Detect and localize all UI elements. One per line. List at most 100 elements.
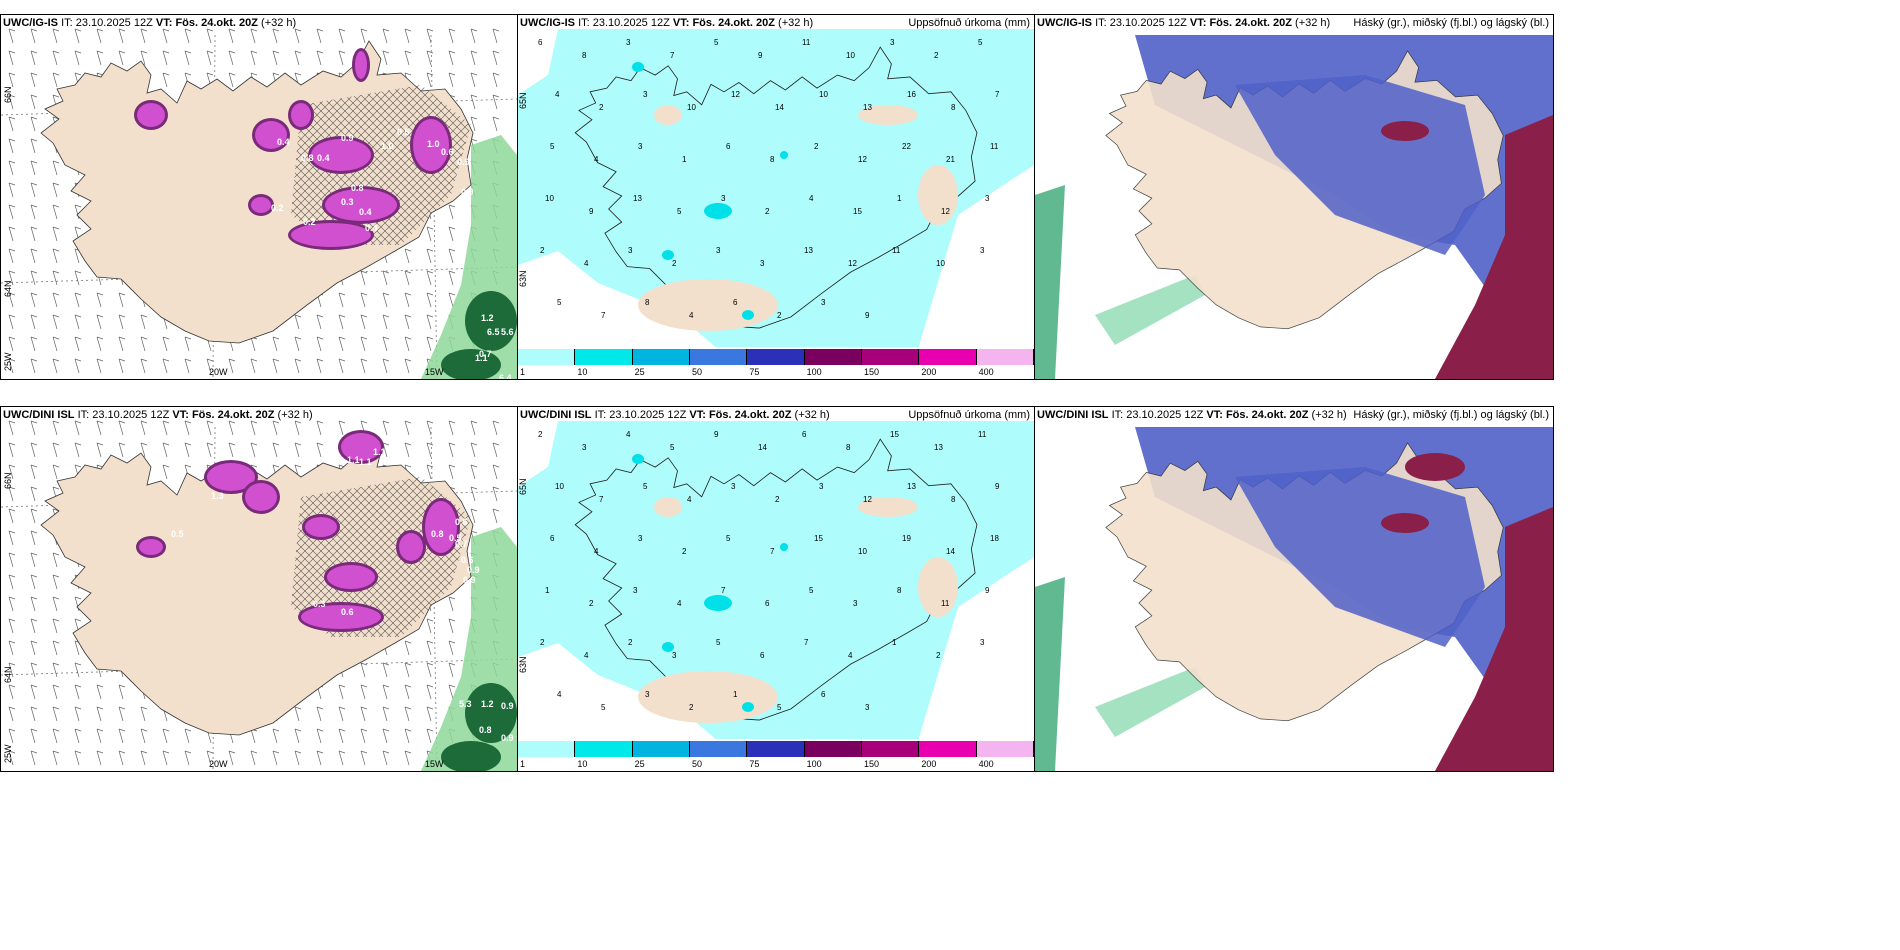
precip-value: 1 [682,155,687,164]
panel-header: UWC/IG-IS IT: 23.10.2025 12Z VT: Fös. 24… [520,17,813,29]
lat-label-66n: 66N [3,86,13,103]
colorbar-tick-label: 150 [864,759,880,769]
precip-value: 3 [643,90,648,99]
colorbar-tick-label: 10 [577,759,588,769]
dry-patches [638,105,958,331]
precip-value: 2 [628,638,633,647]
panel-header: UWC/DINI ISL IT: 23.10.2025 12Z VT: Fös.… [520,409,830,421]
snow-value-label: 1.1 [475,353,488,363]
precip-value: 3 [582,443,587,452]
colorbar-tick-label: 1 [520,759,526,769]
cloud-green-bands [1035,577,1205,771]
precip-value: 2 [672,259,677,268]
colorbar-tick-label: 400 [978,367,994,377]
colorbar-tick-label: 200 [921,759,937,769]
model-name: UWC/IG-IS [520,17,575,29]
lat-label-63n: 63N [518,656,528,673]
it-label: IT: [1095,17,1107,29]
snow-value-label: 1.1 [359,457,372,467]
snow-value-label: 0.8 [351,183,364,193]
precip-value: 9 [985,586,990,595]
snow-labels: 1.1 1.11.11.30.50.60.50.80.70.60.30.60.95… [171,447,514,743]
precip-value: 5 [643,482,648,491]
precip-value: 8 [582,51,587,60]
panel-precip-top: 6 8 3 7 5 9 11 10 3 2 5 4 2 3 10 12 14 10 13 16 8 7 5 4 3 1 6 8 2 12 2… [517,14,1035,380]
snow-areas [136,430,460,632]
vt-label: VT: [672,17,690,29]
cloud-green-bands [1035,185,1205,379]
vt-value: Fös. 24.okt. 20Z [191,409,275,421]
colorbar-tick-label: 50 [692,367,703,377]
colorbar-tick-label: 1 [520,367,526,377]
colorbar-segment [518,349,576,365]
snow-value-label: 0.2 [271,203,284,213]
panel-header: UWC/DINI ISL IT: 23.10.2025 12Z VT: Fös.… [3,409,313,421]
snow-value-label: 0.9 [467,565,480,575]
precip-value: 6 [802,430,807,439]
precip-title: Uppsöfnuð úrkoma (mm) [908,409,1030,421]
snow-value-label: 6.5 [487,327,500,337]
precip-value: 14 [758,443,767,452]
precip-value: 3 [980,246,985,255]
precip-value: 12 [731,90,740,99]
precip-value: 3 [731,482,736,491]
precip-value: 11 [978,430,987,439]
precip-value: 10 [858,547,867,556]
precip-value: 5 [809,586,814,595]
precip-value: 2 [765,207,770,216]
colorbar-bottom: 1 10 25 50 75 100 150 200 400 [518,739,1034,771]
panel-clouds-top: UWC/IG-IS IT: 23.10.2025 12Z VT: Fös. 24… [1034,14,1554,380]
map-clouds-top [1035,15,1553,379]
colorbar-tick-label: 25 [634,759,645,769]
model-name: UWC/IG-IS [3,17,58,29]
vt-label: VT: [155,17,173,29]
panel-precip-bottom: 2 3 4 5 9 14 6 8 15 13 11 10 7 5 4 3 2 3 12 13 8 9 6 4 3 2 5 7 15 10 1… [517,406,1035,772]
snow-value-label: 0.4 [277,137,290,147]
precip-value: 2 [682,547,687,556]
coastline [574,438,978,721]
precip-value: 7 [599,495,604,504]
colorbar-segment [862,741,920,757]
colorbar-tick-label: 150 [864,367,880,377]
colorbar-segment [804,349,862,365]
precip-value: 7 [804,638,809,647]
precip-value: 5 [714,38,719,47]
lat-label-64n: 64N [3,280,13,297]
colorbar-tick-label: 25 [634,367,645,377]
precip-value: 2 [589,599,594,608]
rain-area [421,135,517,379]
snow-value-label: 0.8 [479,725,492,735]
precip-value: 4 [626,430,631,439]
cloud-mid-over-land [1235,75,1485,255]
snow-value-label: 0.7 [479,349,492,359]
snow-value-label: 0.5 [171,529,184,539]
lead-time: (+32 h) [1295,17,1331,29]
precip-value: 4 [584,259,589,268]
snow-value-label: 6.4 [499,373,512,379]
cloud-title: Háský (gr.), miðský (fj.bl.) og lágský (… [1353,17,1549,29]
model-name: UWC/DINI ISL [3,409,75,421]
colorbar-segment [690,741,748,757]
precip-value: 12 [941,207,950,216]
panel-wind-snow-top: 0.4 0.8 0.4 0.9 1.0 0.5 1.0 0.6 0.8 0.4 0.2 0.4 1.2 0… [0,14,518,380]
precip-value: 8 [846,443,851,452]
lat-label-25w: 25W [3,352,13,371]
snow-value-label: 0.8 [301,153,314,163]
map-clouds-bottom [1035,407,1553,771]
precip-value: 1 [545,586,550,595]
precip-value: 3 [865,703,870,712]
precip-value: 10 [846,51,855,60]
precip-value: 3 [633,586,638,595]
snow-value-label: 0.3 [313,599,326,609]
precip-value: 6 [726,142,731,151]
precip-value: 4 [809,194,814,203]
snow-value-label: 0.5 [397,127,410,137]
colorbar-segment [976,741,1034,757]
it-label: IT: [77,409,90,421]
snow-value-label: 1.2 [481,699,494,709]
it-value: 23.10.2025 12Z [1126,409,1204,421]
it-value: 23.10.2025 12Z [1109,17,1187,29]
it-value: 23.10.2025 12Z [75,17,153,29]
colorbar-segment [575,349,633,365]
vt-value: Fös. 24.okt. 20Z [175,17,258,29]
